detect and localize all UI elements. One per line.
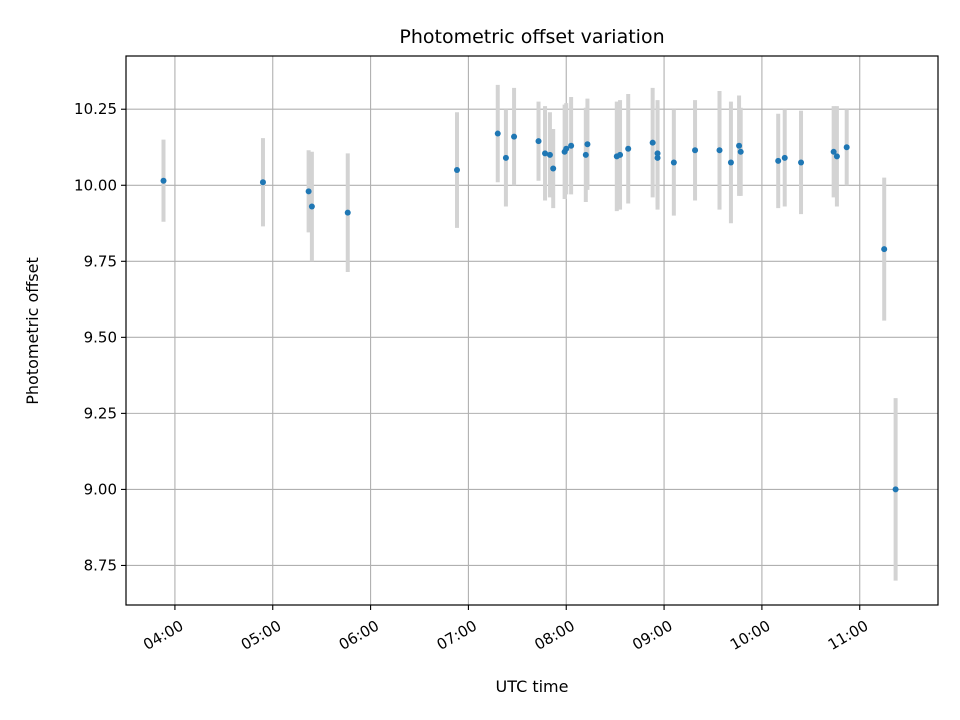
data-point: [568, 142, 575, 149]
data-point: [305, 188, 312, 195]
data-point: [830, 148, 837, 155]
data-point: [563, 145, 570, 152]
data-point: [550, 165, 557, 172]
y-axis-label: Photometric offset: [23, 257, 42, 405]
data-point: [716, 147, 723, 154]
data-point: [736, 142, 743, 149]
y-tick-label: 9.50: [84, 328, 117, 346]
y-tick-label: 9.25: [84, 404, 117, 422]
data-point: [737, 148, 744, 155]
data-point: [617, 151, 624, 158]
data-point: [502, 154, 509, 161]
data-point: [833, 153, 840, 160]
data-point: [535, 138, 542, 145]
data-points: [160, 130, 899, 493]
data-point: [344, 209, 351, 216]
x-axis-label: UTC time: [496, 677, 569, 696]
data-point: [781, 154, 788, 161]
y-tick-label: 10.25: [74, 100, 117, 118]
data-point: [649, 139, 656, 146]
data-point: [654, 154, 661, 161]
data-point: [670, 159, 677, 166]
data-point: [798, 159, 805, 166]
y-tick-label: 9.75: [84, 252, 117, 270]
data-point: [511, 133, 518, 140]
data-point: [494, 130, 501, 137]
plot-frame: [125, 55, 939, 606]
data-point: [584, 141, 591, 148]
chart-title: Photometric offset variation: [399, 26, 664, 48]
data-point: [453, 167, 460, 174]
data-point: [625, 145, 632, 152]
data-point: [843, 144, 850, 151]
y-tick-label: 9.00: [84, 480, 117, 498]
data-point: [654, 150, 661, 157]
data-point: [259, 179, 266, 186]
y-tick-label: 8.75: [84, 556, 117, 574]
data-point: [308, 203, 315, 210]
data-point: [892, 486, 899, 493]
data-point: [727, 159, 734, 166]
data-point: [881, 246, 888, 253]
data-point: [546, 151, 553, 158]
data-point: [160, 177, 167, 184]
data-point: [542, 150, 549, 157]
data-point: [582, 151, 589, 158]
data-point: [692, 147, 699, 154]
y-axis-ticks: 8.75 9.00 9.25 9.50 9.75 10.00 10.25: [74, 100, 126, 574]
data-point: [775, 157, 782, 164]
y-tick-label: 10.00: [74, 176, 117, 194]
